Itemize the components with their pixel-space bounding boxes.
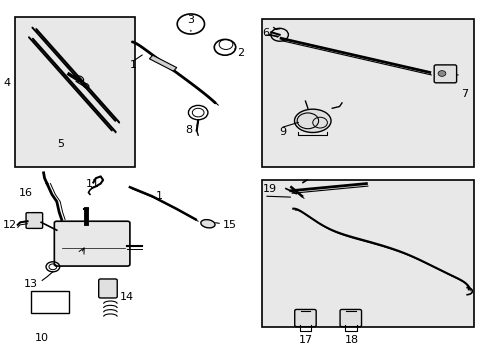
FancyBboxPatch shape	[26, 213, 42, 228]
Text: 6: 6	[262, 28, 269, 38]
Ellipse shape	[294, 109, 330, 132]
Bar	[149, 55, 176, 71]
Ellipse shape	[201, 220, 215, 228]
Text: 14: 14	[120, 292, 134, 302]
FancyBboxPatch shape	[433, 65, 456, 83]
Text: 7: 7	[461, 89, 468, 99]
Text: 11: 11	[86, 179, 100, 189]
Text: 13: 13	[24, 279, 38, 289]
Text: 3: 3	[187, 15, 194, 26]
Text: 10: 10	[35, 333, 49, 343]
Text: 19: 19	[262, 184, 276, 194]
Text: 9: 9	[279, 127, 286, 136]
Text: 17: 17	[298, 334, 312, 345]
FancyBboxPatch shape	[99, 279, 117, 298]
Text: 4: 4	[3, 78, 10, 88]
Text: 8: 8	[184, 125, 192, 135]
Text: 15: 15	[222, 220, 236, 230]
Text: 16: 16	[19, 188, 33, 198]
Bar	[261, 19, 473, 167]
Text: 18: 18	[344, 334, 358, 345]
FancyBboxPatch shape	[294, 310, 316, 327]
Text: 1: 1	[156, 191, 163, 201]
FancyBboxPatch shape	[54, 221, 130, 266]
Circle shape	[437, 71, 445, 76]
Bar	[15, 17, 135, 167]
FancyBboxPatch shape	[339, 310, 361, 327]
Text: 12: 12	[3, 220, 17, 230]
Text: 5: 5	[57, 139, 63, 149]
Bar	[31, 291, 69, 313]
Text: 1: 1	[130, 60, 137, 70]
Text: 2: 2	[237, 48, 244, 58]
Bar	[261, 180, 473, 327]
